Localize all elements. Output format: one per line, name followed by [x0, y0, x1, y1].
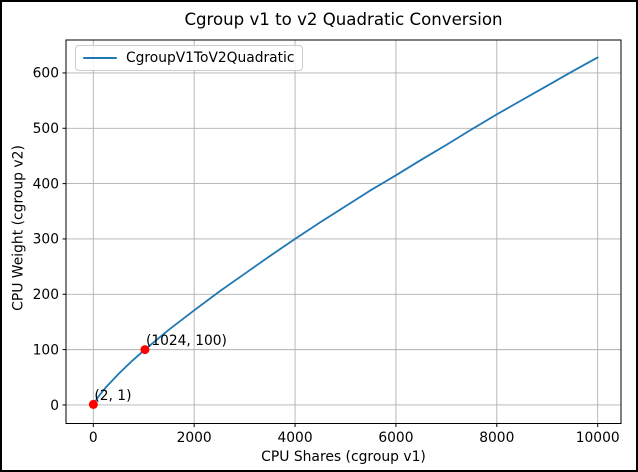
- x-tick-label: 0: [89, 430, 98, 446]
- point-annotation: (1024, 100): [146, 333, 227, 349]
- data-point-marker: [88, 399, 98, 409]
- legend: CgroupV1ToV2Quadratic: [75, 45, 304, 71]
- y-tick-label: 100: [33, 342, 59, 358]
- x-tick-label: 2000: [177, 430, 212, 446]
- data-point-marker: [140, 345, 150, 355]
- chart-title: Cgroup v1 to v2 Quadratic Conversion: [184, 10, 503, 29]
- x-tick-label: 4000: [277, 430, 312, 446]
- y-tick-label: 0: [50, 398, 59, 414]
- legend-line-sample: [83, 57, 117, 59]
- x-tick-label: 10000: [576, 430, 620, 446]
- y-tick-label: 200: [33, 287, 59, 303]
- x-axis-label: CPU Shares (cgroup v1): [261, 449, 426, 465]
- x-tick-label: 8000: [479, 430, 514, 446]
- y-tick-label: 600: [33, 66, 59, 82]
- legend-label: CgroupV1ToV2Quadratic: [126, 50, 295, 66]
- y-axis-label: CPU Weight (cgroup v2): [10, 145, 27, 311]
- axes-frame: [65, 39, 622, 424]
- point-annotation: (2, 1): [94, 388, 131, 404]
- series-line: [92, 56, 599, 406]
- y-tick-label: 300: [33, 232, 59, 248]
- y-tick-label: 400: [33, 176, 59, 192]
- x-tick-label: 6000: [378, 430, 413, 446]
- y-tick-label: 500: [33, 121, 59, 137]
